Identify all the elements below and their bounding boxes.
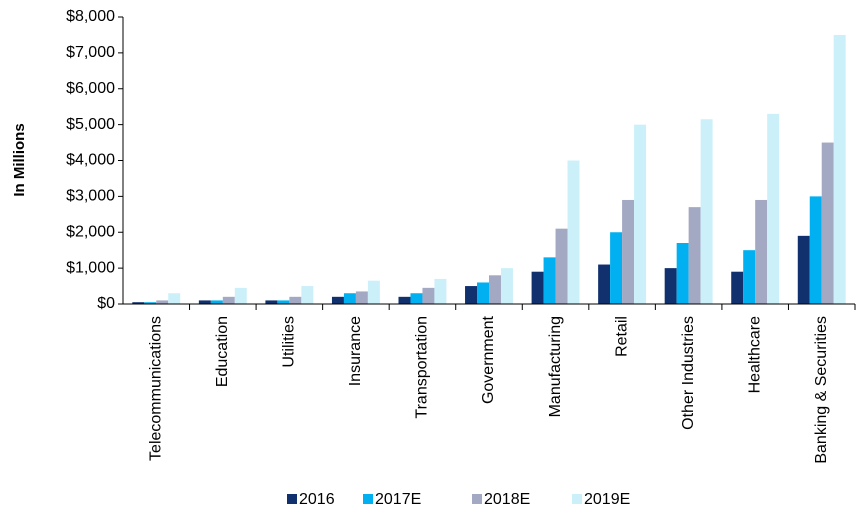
bar [833, 34, 846, 304]
bar [767, 113, 780, 304]
y-tick-label: $4,000 [66, 152, 115, 169]
bar [489, 275, 501, 304]
bar [355, 291, 368, 304]
y-axis-label: In Millions [11, 123, 28, 196]
x-tick-label: Healthcare [746, 316, 763, 393]
x-tick-label: Banking & Securities [813, 316, 830, 464]
bar [198, 300, 211, 304]
x-tick-label: Transportation [414, 316, 431, 419]
bar [144, 302, 157, 304]
bar [410, 293, 423, 304]
bar [132, 302, 145, 304]
y-tick-label: $6,000 [66, 80, 115, 97]
bar [797, 235, 810, 304]
legend-label: 2016 [299, 491, 335, 508]
legend-label: 2017E [375, 491, 421, 508]
legend-swatch [472, 494, 482, 504]
bar [331, 296, 344, 304]
y-tick-label: $1,000 [66, 259, 115, 276]
bar [598, 264, 611, 304]
x-tick-label: Government [480, 315, 497, 404]
y-tick-label: $2,000 [66, 223, 115, 240]
bar [809, 196, 822, 304]
y-tick-label: $0 [97, 295, 115, 312]
bar [543, 257, 556, 304]
bar [222, 296, 235, 304]
bar [622, 199, 635, 304]
bar [234, 287, 247, 304]
bar [567, 160, 580, 304]
x-tick-label: Retail [613, 316, 630, 357]
y-tick-label: $5,000 [66, 116, 115, 133]
y-tick-label: $3,000 [66, 188, 115, 205]
bar [700, 119, 713, 305]
bar [398, 296, 411, 304]
bar [731, 271, 744, 304]
bar [434, 278, 447, 304]
bar [156, 300, 169, 304]
x-tick-label: Education [214, 316, 231, 387]
bar [821, 142, 834, 304]
bar [343, 293, 356, 304]
bar [610, 232, 623, 304]
bar [301, 286, 314, 304]
bar [289, 296, 302, 304]
bar [210, 300, 223, 304]
bar [168, 293, 181, 304]
bar [500, 268, 513, 304]
bar [465, 286, 478, 304]
x-tick-label: Telecommunications [147, 316, 164, 461]
y-tick-label: $8,000 [66, 8, 115, 25]
bar [755, 199, 768, 304]
bar [265, 300, 278, 304]
x-tick-label: Insurance [347, 316, 364, 386]
bar [422, 287, 435, 304]
bar [634, 124, 647, 304]
x-tick-label: Utilities [281, 316, 298, 368]
legend-swatch [287, 494, 297, 504]
legend-label: 2018E [484, 491, 530, 508]
legend-swatch [363, 494, 373, 504]
bar [531, 271, 544, 304]
bar [676, 243, 689, 304]
legend-swatch [572, 494, 582, 504]
bar [555, 228, 568, 304]
bar [688, 207, 701, 304]
bar [367, 280, 380, 304]
bar [743, 250, 756, 304]
bar [477, 282, 489, 304]
y-tick-label: $7,000 [66, 44, 115, 61]
legend-label: 2019E [584, 491, 630, 508]
bar [277, 300, 290, 304]
bar [664, 268, 677, 304]
x-tick-label: Other Industries [680, 316, 697, 430]
x-tick-label: Manufacturing [547, 316, 564, 417]
